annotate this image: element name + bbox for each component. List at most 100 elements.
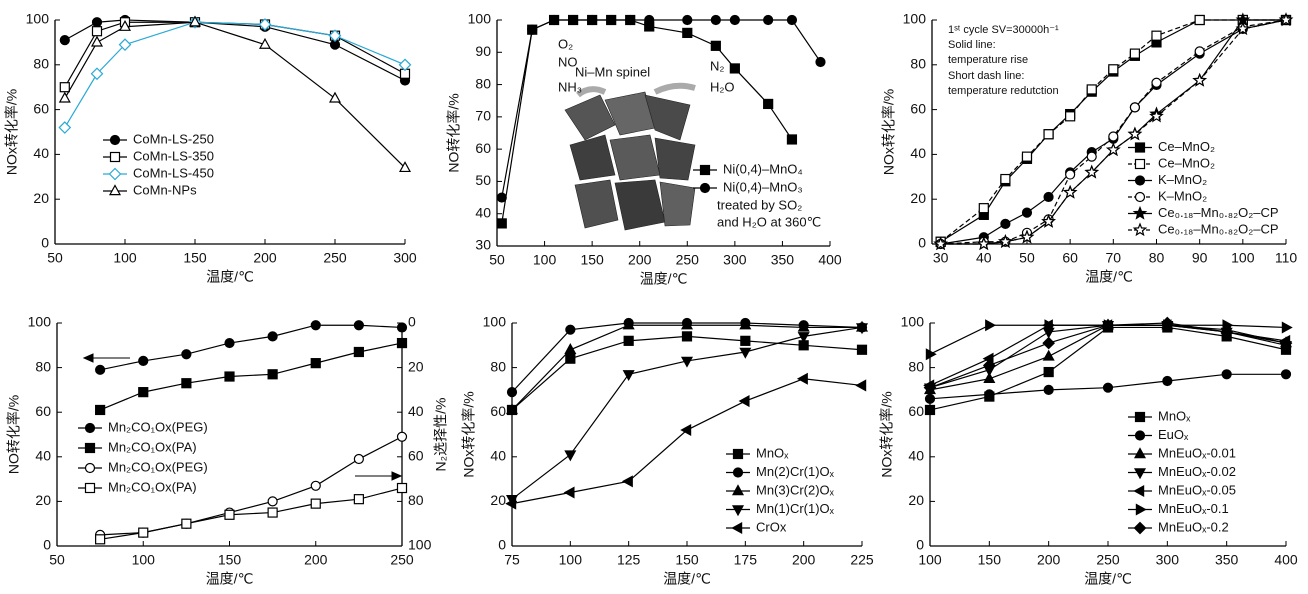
y-tick-label: 80 [908,358,924,374]
annotation: Ni–Mn spinel [575,64,650,79]
data-point [644,14,655,26]
data-point [1108,131,1119,142]
data-point [95,534,106,545]
legend-label: EuOₓ [1158,427,1189,442]
x-tick-label: 150 [675,552,699,568]
data-point [856,344,868,355]
data-point [59,82,70,93]
data-point [985,319,997,332]
data-point [924,404,936,416]
data-point [1021,151,1033,162]
x-tick-label: 40 [976,250,992,266]
legend-label: MnOₓ [756,445,789,460]
x-tick-label: 60 [1062,250,1078,266]
data-point [181,378,192,389]
y-tick-label: 0 [918,235,926,251]
x-tick-label: 30 [933,250,949,266]
legend-label: Mn₂CO₁Ox(PEG) [108,459,208,474]
x-tick-label: 300 [1156,552,1180,568]
data-point [1019,229,1035,244]
x-tick-label: 90 [1192,250,1208,266]
x-tick-label: 200 [304,552,328,568]
x-tick-label: 125 [617,552,641,568]
data-point [606,14,617,26]
y-axis-label: NOx转化率/% [881,89,897,175]
legend-marker [731,505,745,517]
data-point [1279,336,1293,350]
legend-label: MnEuOₓ-0.2 [1158,519,1229,534]
data-point [396,482,408,494]
data-point [568,14,579,26]
legend-label: Mn₂CO₁Ox(PA) [108,479,197,494]
legend-label: Ce₀.₁₈–Mn₀.₈₂O₂–CP [1158,221,1279,236]
x-tick-label: 200 [792,552,816,568]
x-tick-label: 250 [323,250,347,266]
x-tick-label: 50 [47,250,63,266]
data-point [496,218,507,229]
y-tick-label: 100 [483,314,507,330]
legend-label: CoMn-NPs [133,182,197,197]
y-tick-label: 30 [475,237,491,253]
y-tick-label: 100 [903,11,927,27]
data-point [622,370,635,382]
octahedron [609,134,661,181]
y-tick-label: 40 [910,145,926,161]
x-tick-label: 200 [628,252,652,268]
x-tick-label: 75 [504,552,520,568]
data-point [1151,30,1162,41]
x-tick-label: 150 [183,250,207,266]
x-axis-label: 温度/℃ [1085,269,1133,285]
data-point [1062,184,1078,199]
data-point [680,424,692,437]
axis-arrow [82,353,403,481]
x-tick-label: 350 [1215,552,1239,568]
data-point [1000,218,1011,229]
octahedron [569,134,616,181]
data-point [710,40,721,51]
legend-label: Mn₂CO₁Ox(PEG) [108,419,208,434]
x-tick-label: 100 [113,250,137,266]
data-point [258,37,272,49]
legend-marker [1134,142,1146,153]
y-tick-label: 50 [475,172,491,188]
data-point [1194,46,1205,57]
y-tick-label: 40 [475,204,491,220]
annotation: NO [558,54,578,69]
legend-marker [1132,205,1148,220]
legend-label: CrOx [756,519,787,534]
data-point [267,507,278,518]
legend-marker [84,462,96,474]
x-tick-label: 100 [559,552,583,568]
data-point [1043,129,1054,140]
data-point [1042,336,1056,350]
legend-marker [1134,175,1146,186]
data-point [729,63,740,74]
legend-label: Ce–MnO₂ [1158,139,1215,154]
legend-marker [1133,447,1147,459]
annotation: temperature redutction [948,85,1059,97]
y-tick-label: 40 [908,448,924,464]
data-point [978,203,989,214]
data-point [396,337,408,349]
y-tick-label: 80 [33,56,49,72]
annotation: N₂ [710,58,724,73]
data-point [1044,319,1056,332]
y-tick-label: 60 [33,100,49,116]
legend-marker [109,134,121,146]
data-point [786,134,798,145]
data-point [1194,14,1205,26]
data-point [729,14,740,26]
series-line [929,324,1287,391]
series-line [929,322,1287,389]
series-line [100,487,403,540]
x-tick-label: 80 [1149,250,1165,266]
data-point [224,509,235,520]
annotation: treated by SO₂ [717,197,802,212]
data-point [1043,384,1054,395]
y-tick-label: 100 [468,11,492,27]
data-point [1220,325,1234,339]
data-point [396,322,408,333]
data-point [328,29,342,43]
data-point [815,56,826,68]
y-tick-label: 100 [28,314,52,330]
